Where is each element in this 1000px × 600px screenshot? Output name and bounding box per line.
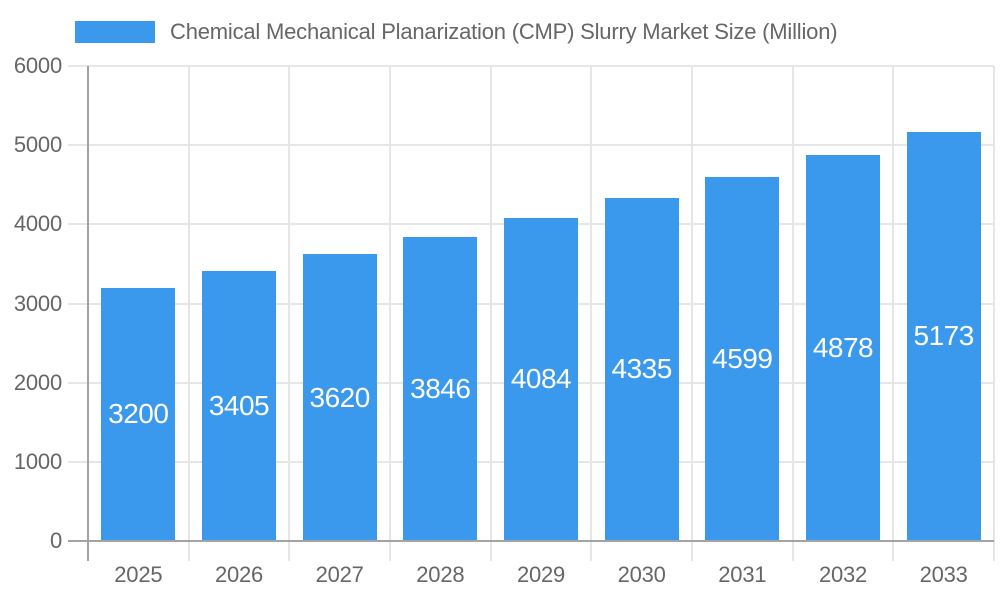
x-axis-tick-label: 2031 (718, 562, 767, 587)
y-axis-tick-label: 1000 (13, 448, 62, 474)
bar: 3200 (101, 287, 176, 541)
gridline-vertical (389, 66, 391, 541)
gridline-vertical (892, 66, 895, 541)
x-axis-tick-label: 2025 (114, 562, 163, 587)
gridline-horizontal (88, 65, 994, 67)
bar: 3846 (403, 236, 478, 541)
x-axis-tick-label: 2033 (919, 562, 968, 587)
bar: 4878 (806, 154, 880, 541)
x-axis-tick-label: 2029 (516, 562, 566, 587)
x-axis-tick (389, 541, 391, 561)
bar: 5173 (906, 131, 981, 541)
bar: 4335 (604, 197, 679, 541)
bar-value-label: 4084 (510, 363, 572, 395)
y-axis-tick-label: 2000 (13, 369, 62, 395)
gridline-horizontal (88, 144, 994, 147)
legend-color-swatch (75, 21, 155, 43)
bar-value-label: 4335 (611, 353, 673, 385)
bar-value-label: 4878 (812, 331, 874, 363)
gridline-vertical (288, 66, 291, 541)
gridline-vertical (791, 66, 794, 541)
bar-value-label: 3620 (309, 381, 371, 413)
x-axis-tick (489, 541, 492, 561)
y-axis-tick (68, 302, 88, 305)
bar-value-label: 3200 (108, 398, 169, 430)
x-axis-tick (892, 541, 895, 561)
y-axis-tick (68, 144, 88, 147)
y-axis-tick (68, 65, 88, 67)
x-axis-tick (187, 541, 190, 561)
x-axis-tick (691, 541, 693, 561)
bar-value-label: 3405 (208, 390, 270, 422)
y-axis-line (87, 66, 89, 561)
gridline-vertical (489, 66, 492, 541)
x-axis-tick-label: 2032 (818, 562, 868, 587)
x-axis-line (68, 540, 994, 542)
x-axis-tick-label: 2030 (617, 562, 666, 587)
bar-value-label: 4599 (712, 342, 773, 374)
y-axis-tick-label: 3000 (13, 290, 62, 316)
x-axis-tick-label: 2027 (315, 562, 364, 587)
y-axis-tick (68, 381, 88, 384)
x-axis-tick-label: 2026 (214, 562, 264, 587)
y-axis-tick-label: 4000 (13, 211, 62, 237)
bar: 3620 (302, 254, 377, 541)
bar-value-label: 3846 (410, 372, 471, 404)
y-axis-tick-label: 5000 (13, 132, 62, 158)
gridline-vertical (590, 66, 593, 541)
x-axis-tick (590, 541, 593, 561)
y-axis-tick-label: 0 (49, 528, 62, 553)
x-axis-tick (791, 541, 794, 561)
bar-value-label: 5173 (913, 320, 975, 352)
gridline-vertical (187, 66, 190, 541)
plot-area: 0 1000 2000 3000 4000 5000 6000 3200 3405 3620 384… (14, 53, 995, 587)
legend-label: Chemical Mechanical Planarization (CMP) … (170, 19, 838, 44)
x-axis-tick (993, 541, 995, 561)
gridline-vertical (691, 66, 693, 541)
bar: 3405 (202, 271, 276, 541)
bar: 4599 (705, 176, 780, 541)
y-axis-tick (68, 223, 88, 226)
x-axis-tick-label: 2028 (416, 562, 465, 587)
bar: 4084 (504, 217, 578, 541)
gridline-vertical (993, 66, 995, 541)
legend[interactable]: Chemical Mechanical Planarization (CMP) … (75, 19, 838, 44)
x-axis-tick (288, 541, 291, 561)
y-axis-tick (68, 460, 88, 463)
y-axis-tick-label: 6000 (13, 53, 62, 78)
